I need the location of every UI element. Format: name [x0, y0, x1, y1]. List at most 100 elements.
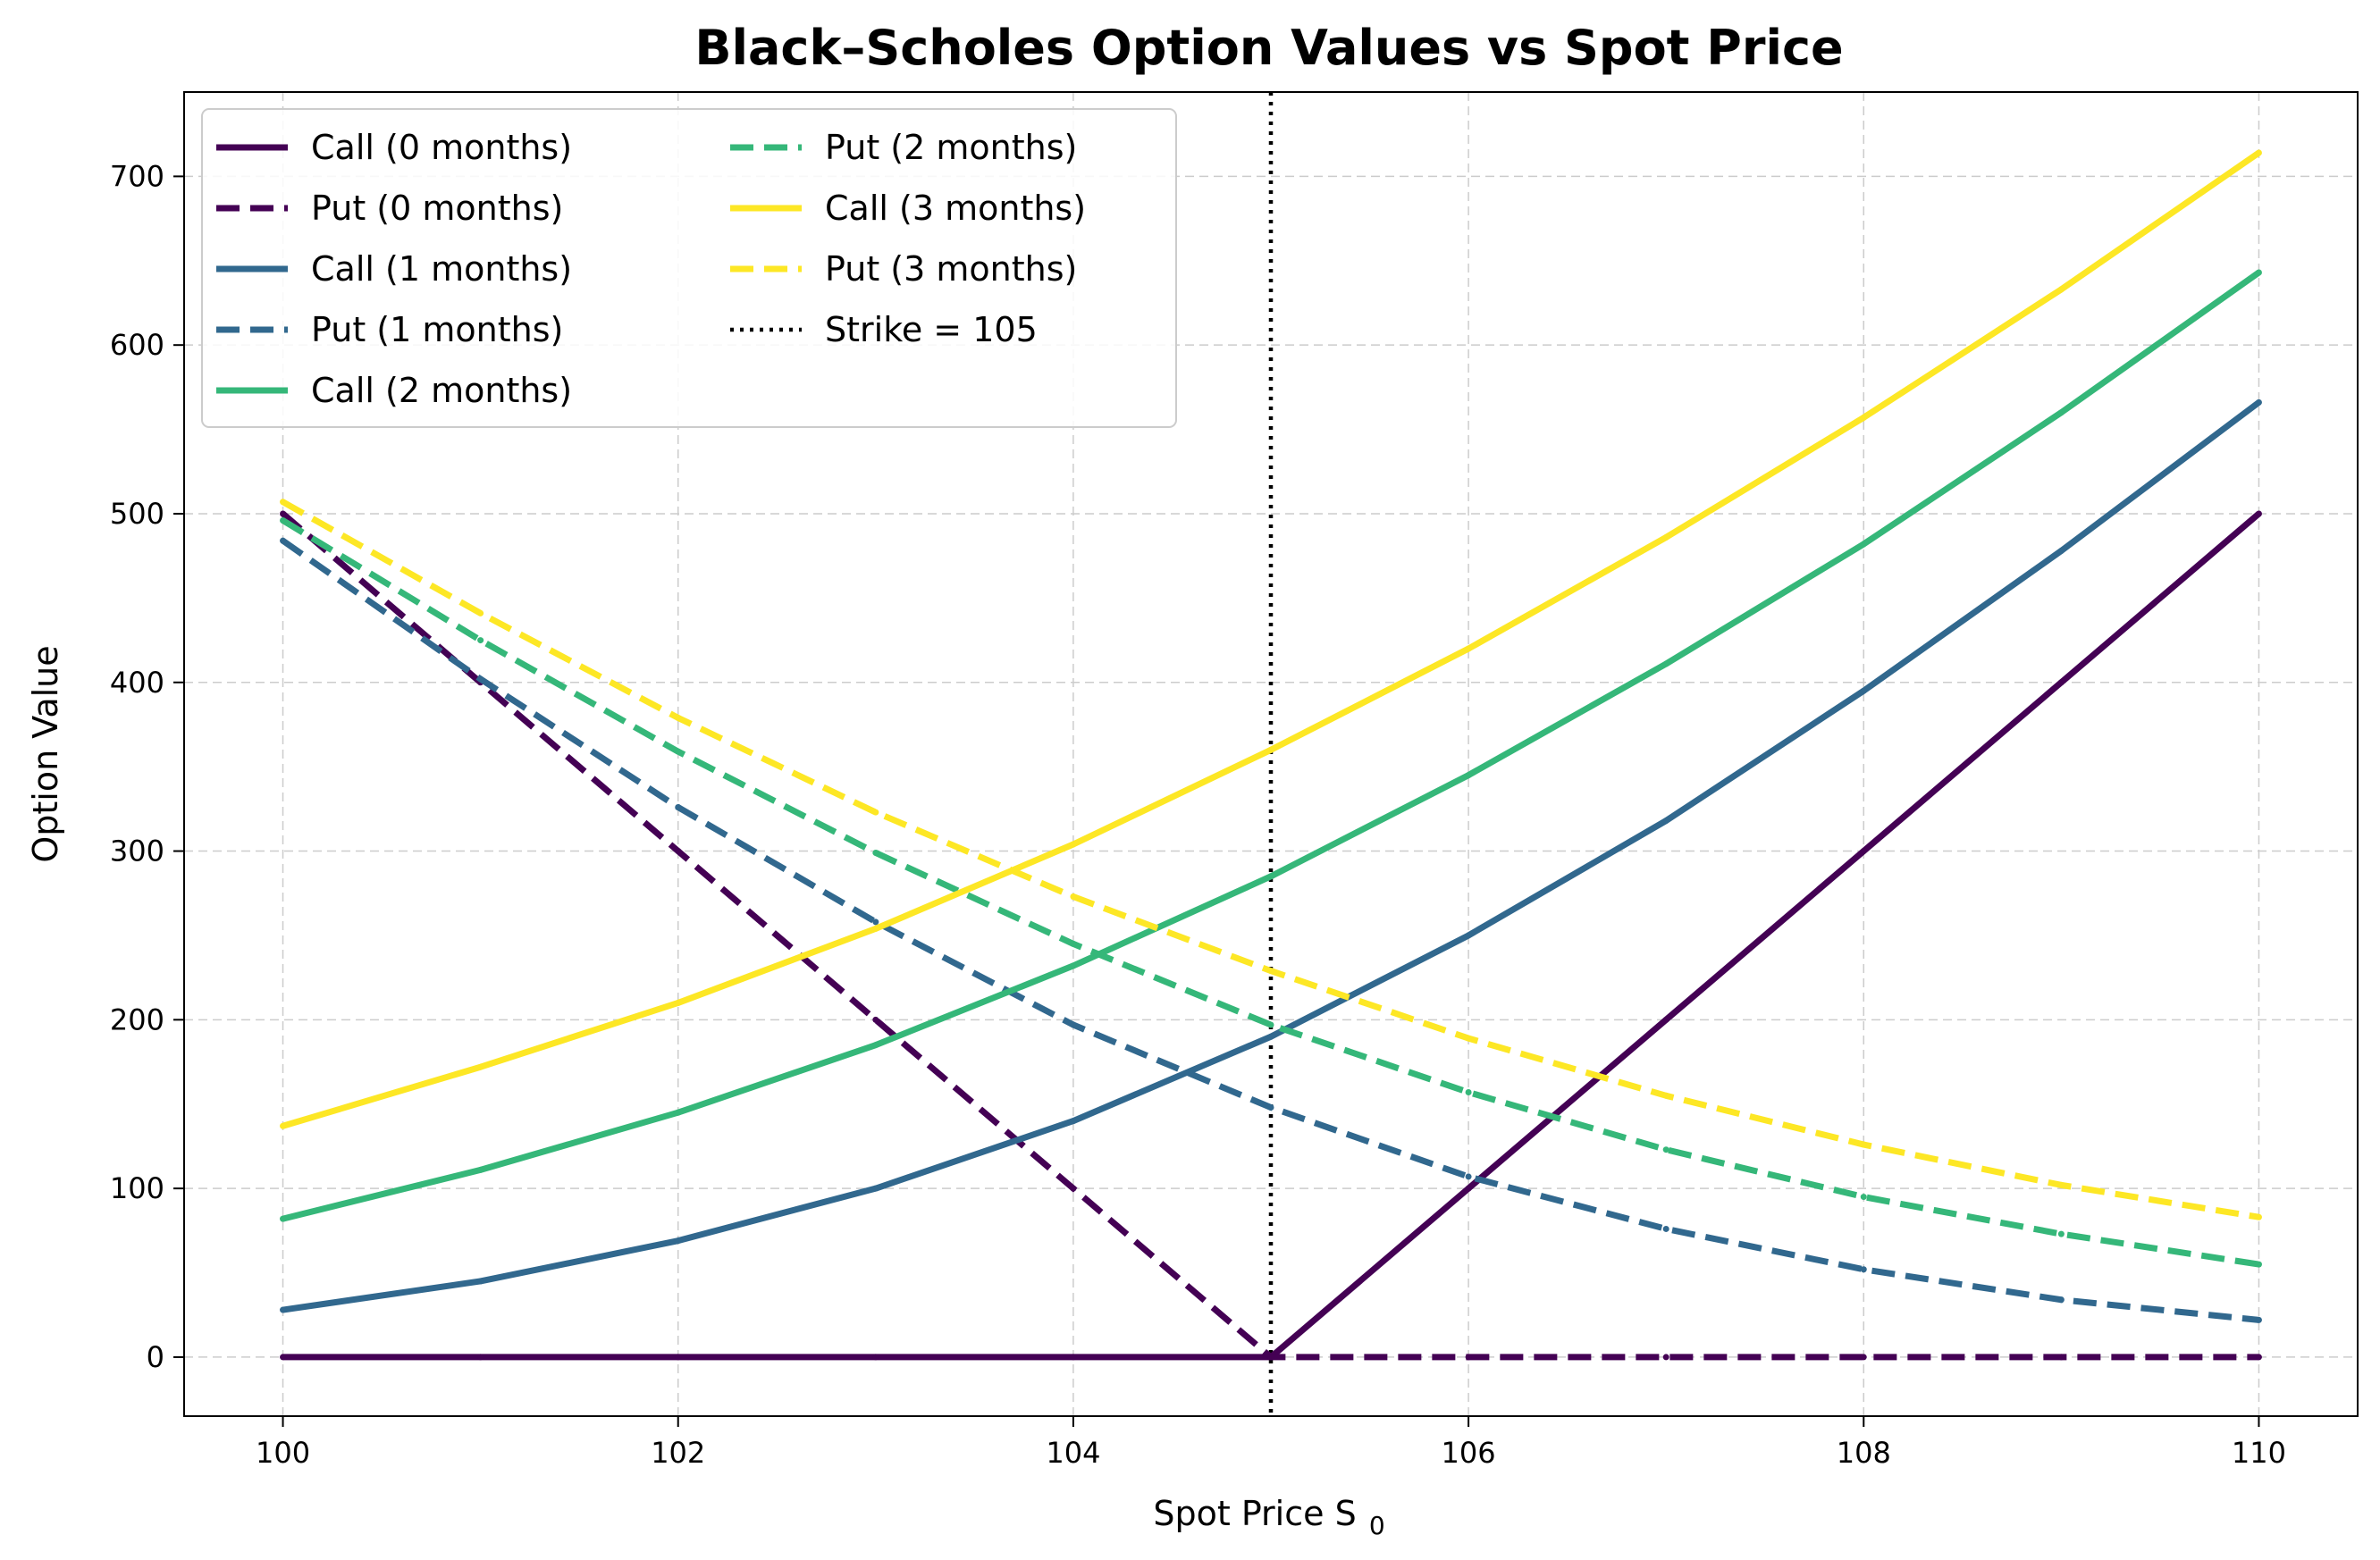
- data-point: [1662, 818, 1669, 825]
- series-line-put-2-months: [281, 517, 2259, 1268]
- data-point: [280, 1306, 287, 1313]
- data-point: [675, 1237, 682, 1245]
- data-point: [280, 510, 287, 517]
- data-point: [675, 803, 682, 810]
- legend-label: Call (0 months): [311, 128, 572, 167]
- data-point: [872, 1042, 879, 1049]
- legend-label: Put (1 months): [311, 310, 563, 349]
- data-point: [1860, 414, 1867, 421]
- data-point: [2255, 1354, 2262, 1361]
- y-axis-ticks: 0 100 200 300 400 500 600 700: [110, 159, 184, 1374]
- data-point: [1465, 1035, 1472, 1042]
- data-point: [2057, 1296, 2065, 1304]
- data-point: [1267, 1104, 1274, 1111]
- data-point: [1267, 1354, 1274, 1361]
- legend-label: Call (3 months): [825, 189, 1086, 228]
- data-point: [2255, 149, 2262, 156]
- data-point: [2255, 398, 2262, 406]
- data-point: [2255, 510, 2262, 517]
- data-point: [675, 748, 682, 755]
- data-point: [1465, 645, 1472, 652]
- data-point: [1267, 968, 1274, 975]
- data-point: [2057, 679, 2065, 686]
- data-point: [872, 809, 879, 816]
- data-point: [1465, 772, 1472, 779]
- data-point: [872, 849, 879, 856]
- y-tick-label: 200: [110, 1002, 164, 1036]
- x-tick-label: 106: [1442, 1436, 1496, 1470]
- x-tick-label: 102: [651, 1436, 705, 1470]
- legend: Call (0 months) Put (0 months) Call (1 mon…: [201, 108, 1177, 428]
- data-point: [872, 1185, 879, 1192]
- data-point: [1465, 1185, 1472, 1192]
- data-point: [1860, 1266, 1867, 1273]
- data-point: [872, 1016, 879, 1023]
- y-tick-label: 0: [147, 1340, 164, 1374]
- data-point: [872, 925, 879, 932]
- data-point: [1465, 1089, 1472, 1096]
- data-point: [1070, 1354, 1077, 1361]
- x-axis-label: Spot Price S 0: [1153, 1494, 1384, 1540]
- data-point: [2255, 1213, 2262, 1220]
- x-tick-label: 110: [2232, 1436, 2286, 1470]
- data-point: [1662, 1354, 1669, 1361]
- series-lines: [280, 149, 2262, 1361]
- data-point: [1465, 932, 1472, 939]
- data-point: [872, 918, 879, 926]
- data-point: [675, 999, 682, 1006]
- y-tick-label: 100: [110, 1171, 164, 1205]
- data-point: [1070, 893, 1077, 901]
- data-point: [1070, 1185, 1077, 1192]
- data-point: [675, 1354, 682, 1361]
- data-point: [872, 1354, 879, 1361]
- data-point: [477, 1166, 484, 1173]
- legend-label: Put (2 months): [825, 128, 1077, 167]
- data-point: [477, 609, 484, 616]
- data-point: [477, 1278, 484, 1285]
- data-point: [675, 714, 682, 721]
- y-tick-label: 700: [110, 159, 164, 193]
- data-point: [280, 499, 287, 506]
- data-point: [280, 537, 287, 544]
- data-point: [1662, 1225, 1669, 1232]
- data-point: [1465, 1354, 1472, 1361]
- data-point: [1662, 1092, 1669, 1099]
- data-point: [280, 1215, 287, 1222]
- x-tick-label: 104: [1046, 1436, 1100, 1470]
- data-point: [2057, 409, 2065, 416]
- data-point: [1070, 940, 1077, 947]
- data-point: [477, 637, 484, 644]
- data-point: [1662, 1016, 1669, 1023]
- data-point: [280, 1122, 287, 1129]
- data-point: [2057, 548, 2065, 555]
- data-point: [1860, 848, 1867, 855]
- y-tick-label: 400: [110, 666, 164, 700]
- legend-label: Call (1 months): [311, 249, 572, 289]
- data-point: [2057, 1354, 2065, 1361]
- legend-frame: [201, 108, 1177, 428]
- data-point: [1267, 1033, 1274, 1040]
- data-point: [2255, 1316, 2262, 1323]
- data-point: [477, 1063, 484, 1070]
- data-point: [1662, 660, 1669, 667]
- data-point: [2057, 286, 2065, 293]
- plot-area-frame: [183, 91, 2359, 1417]
- x-tick-label: 108: [1837, 1436, 1891, 1470]
- data-point: [1070, 841, 1077, 848]
- data-point: [675, 848, 682, 855]
- data-point: [1070, 962, 1077, 969]
- legend-label: Put (0 months): [311, 189, 563, 228]
- data-point: [1267, 873, 1274, 880]
- y-tick-label: 500: [110, 497, 164, 531]
- legend-label: Put (3 months): [825, 249, 1077, 289]
- data-point: [1860, 687, 1867, 694]
- chart-title: Black–Scholes Option Values vs Spot Pric…: [694, 20, 1843, 76]
- data-point: [477, 1354, 484, 1361]
- x-axis-ticks: 100 102 104 106 108 110: [256, 1416, 2286, 1470]
- data-point: [2255, 269, 2262, 276]
- data-point: [2057, 1230, 2065, 1237]
- data-point: [1070, 1021, 1077, 1028]
- data-point: [2057, 1181, 2065, 1188]
- data-point: [280, 1354, 287, 1361]
